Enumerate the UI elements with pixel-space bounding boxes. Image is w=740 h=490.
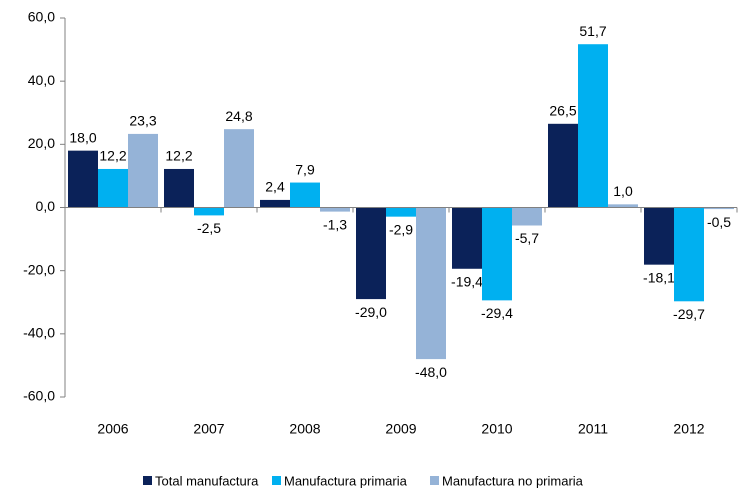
x-tick-label: 2007 [193,421,224,437]
data-label: 51,7 [579,23,606,39]
data-label: -2,5 [197,220,221,236]
y-tick-label: -40,0 [23,325,55,341]
bar [482,207,512,301]
bar [578,44,608,208]
data-label: -0,5 [707,214,731,230]
bar [548,123,578,208]
data-label: 12,2 [165,148,192,164]
x-tick-label: 2012 [673,421,704,437]
data-label: 12,2 [99,148,126,164]
bar [164,168,194,208]
y-tick-label: -20,0 [23,261,55,277]
legend-swatch [143,476,152,485]
bar [452,207,482,269]
data-label: -29,4 [481,305,513,321]
data-label: 1,0 [613,183,633,199]
data-label: -2,9 [389,221,413,237]
data-label: 2,4 [265,179,285,195]
bar [674,207,704,302]
data-label: 26,5 [549,103,576,119]
x-tick-label: 2006 [97,421,128,437]
bar [194,207,224,216]
data-label: 24,8 [225,108,252,124]
bar [356,207,386,300]
bar [290,182,320,208]
data-label: 23,3 [129,113,156,129]
x-tick-label: 2011 [578,421,608,437]
data-label: -1,3 [323,216,347,232]
bar [512,207,542,226]
bar [260,199,290,208]
bar [68,150,98,208]
bar [224,129,254,208]
bar [320,207,350,212]
data-label: -48,0 [415,364,447,380]
legend-label: Manufactura no primaria [442,473,584,488]
data-label: 7,9 [295,161,315,177]
legend-swatch [430,476,439,485]
data-label: -18,1 [643,269,675,285]
legend-swatch [272,476,281,485]
data-label: -29,0 [355,304,387,320]
y-tick-label: 0,0 [36,198,56,214]
bar [128,133,158,208]
bar [644,207,674,265]
x-tick-label: 2010 [481,421,512,437]
bar [386,207,416,217]
bar [704,207,734,210]
y-tick-label: 40,0 [28,72,55,88]
data-label: -29,7 [673,306,705,322]
legend-label: Manufactura primaria [284,473,408,488]
bar [98,168,128,208]
data-label: 18,0 [69,129,96,145]
x-tick-label: 2008 [289,421,320,437]
y-tick-label: 60,0 [28,9,55,25]
legend-label: Total manufactura [155,473,259,488]
x-tick-label: 2009 [385,421,416,437]
y-tick-label: 20,0 [28,135,55,151]
data-label: -5,7 [515,230,539,246]
bar [608,204,638,208]
bar [416,207,446,360]
y-tick-label: -60,0 [23,388,55,404]
data-label: -19,4 [451,273,483,289]
